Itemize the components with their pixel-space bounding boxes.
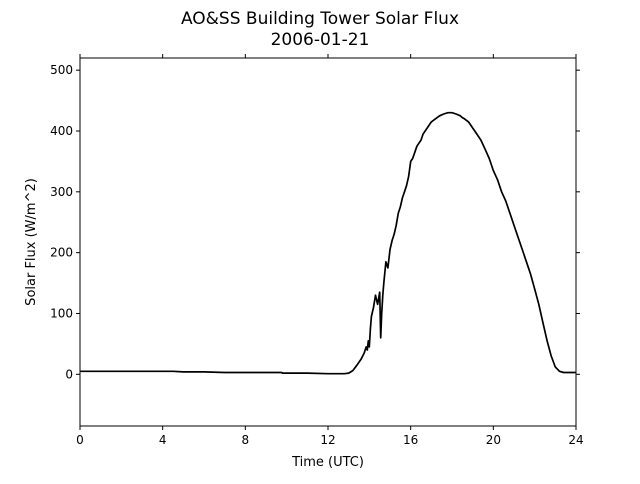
x-tick-label-3: 12: [320, 433, 335, 447]
plot-area: 0 4 8 12 16 20 24 0 100 200 300 400 500: [50, 54, 584, 447]
x-tick-label-1: 4: [159, 433, 167, 447]
y-tick-label-4: 400: [50, 124, 73, 138]
x-axis-label: Time (UTC): [291, 455, 364, 470]
y-tick-label-0: 0: [65, 367, 73, 381]
chart-subtitle: 2006-01-21: [271, 30, 370, 50]
y-tick-label-3: 300: [50, 185, 73, 199]
chart-title: AO&SS Building Tower Solar Flux: [181, 9, 459, 29]
y-tick-label-2: 200: [50, 246, 73, 260]
series-line-0: [80, 111, 576, 375]
x-tick-label-6: 24: [568, 433, 583, 447]
y-tick-label-5: 500: [50, 63, 73, 77]
x-tick-label-2: 8: [242, 433, 250, 447]
y-axis-label: Solar Flux (W/m^2): [24, 178, 39, 306]
y-tick-label-1: 100: [50, 306, 73, 320]
x-tick-label-0: 0: [76, 433, 84, 447]
x-tick-label-4: 16: [403, 433, 418, 447]
x-tick-label-5: 20: [486, 433, 501, 447]
